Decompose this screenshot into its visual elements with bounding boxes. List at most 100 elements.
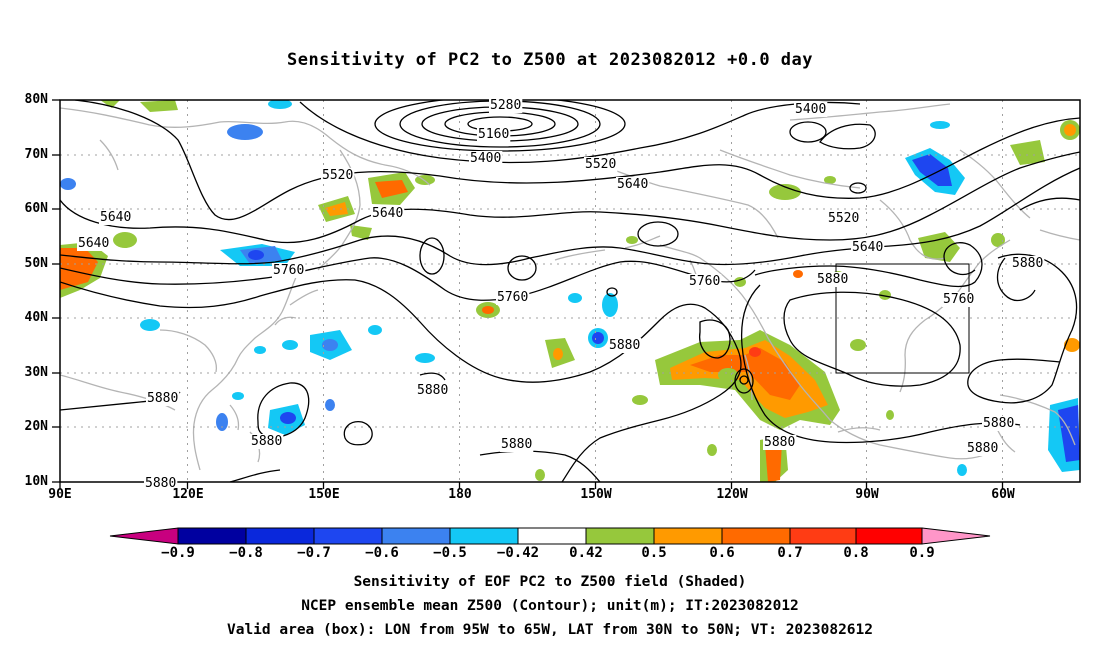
contour-label: 5640 xyxy=(100,210,131,225)
contour-label: 5280 xyxy=(490,98,521,113)
contour-label-bg xyxy=(608,338,642,353)
contour-label-bg xyxy=(942,292,976,307)
contour-label-bg xyxy=(584,157,618,172)
colorbar-label: 0.42 xyxy=(569,545,603,561)
contour-label-bg xyxy=(827,211,861,226)
contour-label-bg xyxy=(77,236,111,251)
contour-label-bg xyxy=(616,177,650,192)
colorbar-swatch xyxy=(177,527,247,545)
contour-label: 5520 xyxy=(585,157,616,172)
map-frame xyxy=(59,99,1081,483)
colorbar-label: −0.5 xyxy=(433,545,467,561)
colorbar-label: −0.42 xyxy=(496,545,540,561)
lon-label: 180 xyxy=(448,487,472,502)
contour-label: 5760 xyxy=(273,263,304,278)
contour-label: 5880 xyxy=(764,435,795,450)
contour-label: 5760 xyxy=(689,274,720,289)
colorbar-swatch xyxy=(653,527,723,545)
lat-label: 50N xyxy=(24,256,48,271)
caption-valid-area: Valid area (box): LON from 95W to 65W, L… xyxy=(226,622,873,638)
colorbar xyxy=(109,527,991,545)
colorbar-label: −0.7 xyxy=(297,545,331,561)
lon-label: 150W xyxy=(580,487,612,502)
colorbar-label: 0.7 xyxy=(777,545,803,561)
colorbar-swatch xyxy=(855,527,923,545)
contour-labels: 5280 5160 5400 5400 5520 5520 5520 5640 … xyxy=(77,98,1045,491)
contour-label: 5880 xyxy=(609,338,640,353)
contour-label: 5640 xyxy=(617,177,648,192)
contour-label: 5760 xyxy=(943,292,974,307)
axis-ticks xyxy=(52,99,1004,489)
colorbar-label: −0.8 xyxy=(229,545,263,561)
contour-label: 5880 xyxy=(147,391,178,406)
contour-label-bg xyxy=(99,210,133,225)
lon-label: 120W xyxy=(716,487,748,502)
contour-label: 5880 xyxy=(145,476,176,491)
caption-contour: NCEP ensemble mean Z500 (Contour); unit(… xyxy=(301,598,799,614)
contour-label-bg xyxy=(763,435,797,450)
colorbar-swatch xyxy=(449,527,519,545)
colorbar-swatch xyxy=(313,527,383,545)
lat-label: 30N xyxy=(24,365,48,380)
contour-label-bg xyxy=(146,391,180,406)
colorbar-label: 0.8 xyxy=(843,545,869,561)
contour-label: 5640 xyxy=(372,206,403,221)
contour-label-bg xyxy=(816,272,850,287)
contour-label-bg xyxy=(272,263,306,278)
contour-label-bg xyxy=(489,98,523,113)
contour-label-bg xyxy=(477,127,511,142)
contour-label-bg xyxy=(321,168,355,183)
contour-label: 5520 xyxy=(322,168,353,183)
contour-label-bg xyxy=(496,290,530,305)
lon-label: 90E xyxy=(48,487,72,502)
contour-label: 5400 xyxy=(795,102,826,117)
contour-label-bg xyxy=(469,151,503,166)
contour-label-bg xyxy=(982,416,1016,431)
lat-label: 80N xyxy=(24,92,48,107)
colorbar-swatch xyxy=(245,527,315,545)
lat-label: 20N xyxy=(24,419,48,434)
contour-label: 5880 xyxy=(1012,256,1043,271)
colorbar-label: 0.6 xyxy=(709,545,735,561)
contour-label-bg xyxy=(500,437,534,452)
contour-label: 5760 xyxy=(497,290,528,305)
colorbar-swatch xyxy=(517,527,587,545)
colorbar-label: 0.9 xyxy=(909,545,935,561)
contour-label: 5640 xyxy=(852,240,883,255)
contour-label: 5880 xyxy=(251,434,282,449)
contour-label-bg xyxy=(144,476,178,491)
lon-label: 60W xyxy=(991,487,1015,502)
colorbar-swatch xyxy=(789,527,857,545)
contour-label-bg xyxy=(250,434,284,449)
contour-label-bg xyxy=(688,274,722,289)
contour-label: 5520 xyxy=(828,211,859,226)
colorbar-swatch xyxy=(109,527,179,545)
colorbar-swatch xyxy=(721,527,791,545)
colorbar-label: −0.9 xyxy=(161,545,195,561)
contour-label-bg xyxy=(371,206,405,221)
lat-label: 40N xyxy=(24,310,48,325)
contour-label: 5880 xyxy=(417,383,448,398)
contour-label-bg xyxy=(966,441,1000,456)
colorbar-swatch xyxy=(585,527,655,545)
caption-shading: Sensitivity of EOF PC2 to Z500 field (Sh… xyxy=(353,574,747,590)
colorbar-label: 0.5 xyxy=(641,545,667,561)
contour-label-bg xyxy=(416,383,450,398)
colorbar-swatch xyxy=(921,527,991,545)
contour-label: 5160 xyxy=(478,127,509,142)
lon-label: 120E xyxy=(172,487,204,502)
contour-label-bg xyxy=(794,102,828,117)
lat-label: 10N xyxy=(24,474,48,489)
contour-label: 5640 xyxy=(78,236,109,251)
contour-label-bg xyxy=(851,240,885,255)
colorbar-swatch xyxy=(381,527,451,545)
map-title: Sensitivity of PC2 to Z500 at 2023082012… xyxy=(286,50,813,70)
lon-label: 150E xyxy=(308,487,340,502)
contour-label: 5400 xyxy=(470,151,501,166)
contour-label-bg xyxy=(1011,256,1045,271)
contour-label: 5880 xyxy=(817,272,848,287)
colorbar-label: −0.6 xyxy=(365,545,399,561)
valid-area-box xyxy=(835,263,970,374)
contour-label: 5880 xyxy=(967,441,998,456)
